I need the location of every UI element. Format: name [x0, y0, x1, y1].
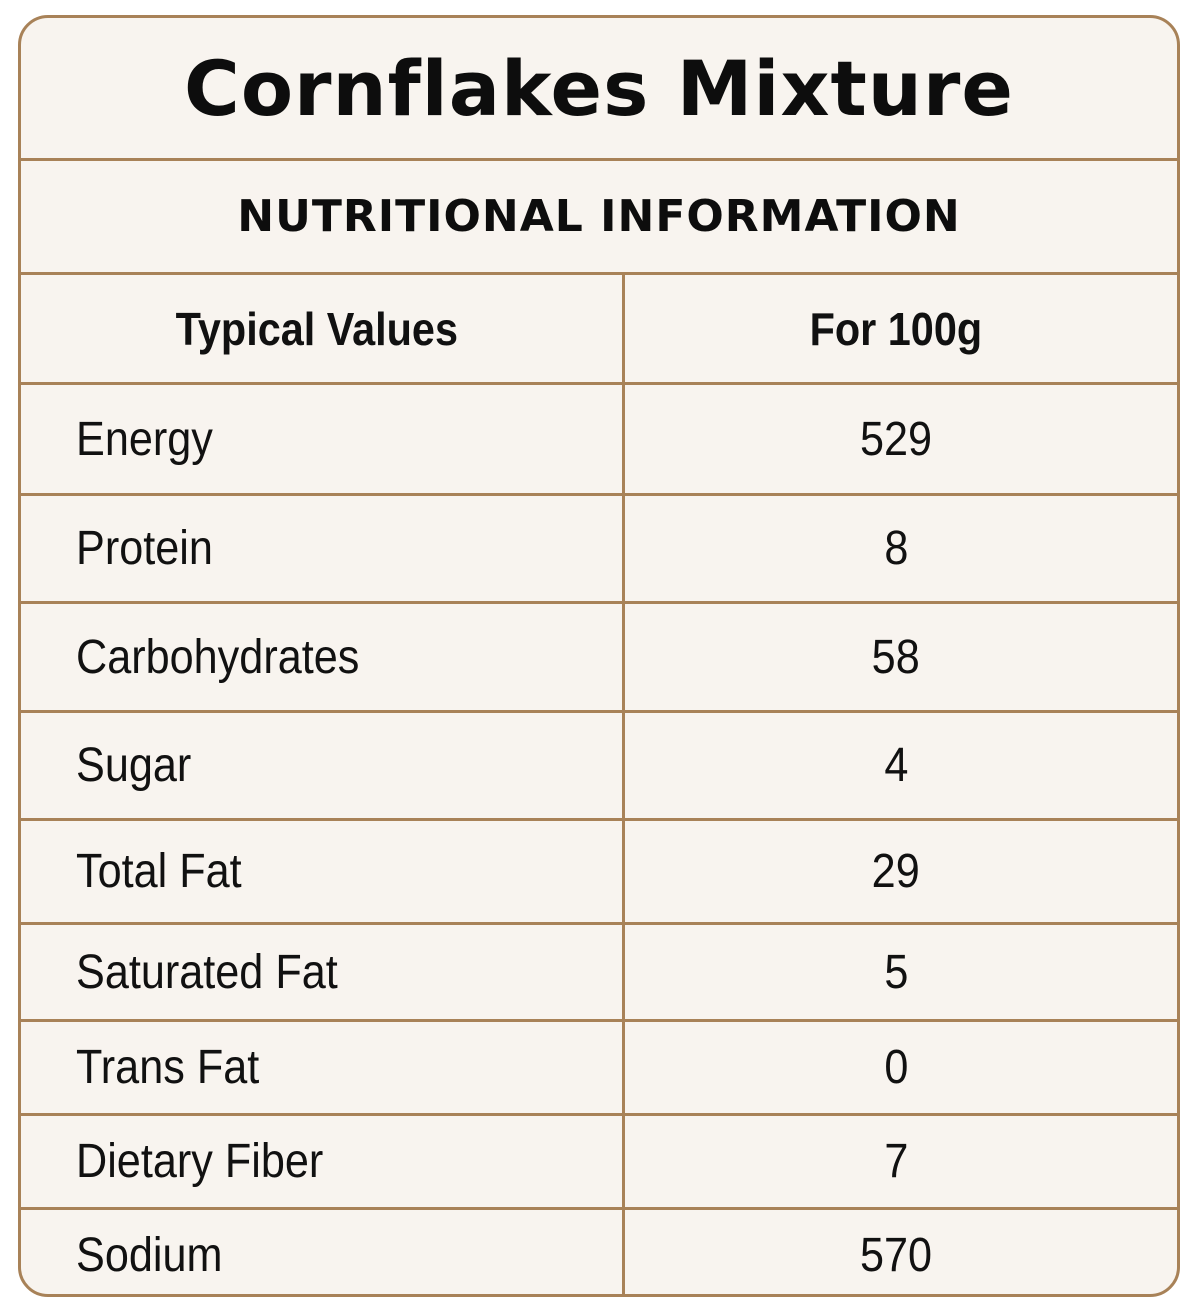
nutrient-value: 58 — [871, 630, 921, 684]
nutrient-label: Sugar — [21, 713, 625, 818]
table-row: Energy 529 — [21, 385, 1177, 496]
nutrient-value: 4 — [883, 739, 909, 792]
nutrient-label: Saturated Fat — [21, 925, 625, 1019]
table-row: Carbohydrates 58 — [21, 604, 1177, 713]
nutrient-value: 7 — [883, 1135, 909, 1188]
nutrient-label: Protein — [21, 496, 625, 601]
table-row: Saturated Fat 5 — [21, 925, 1177, 1022]
header-typical-values: Typical Values — [21, 275, 625, 382]
section-heading: NUTRITIONAL INFORMATION — [21, 161, 1177, 275]
table-row: Dietary Fiber 7 — [21, 1116, 1177, 1210]
nutrient-label: Trans Fat — [21, 1022, 625, 1113]
nutrient-value: 0 — [883, 1041, 909, 1094]
product-title: Cornflakes Mixture — [21, 18, 1177, 161]
table-row: Sugar 4 — [21, 713, 1177, 821]
nutrition-label-card: Cornflakes Mixture NUTRITIONAL INFORMATI… — [18, 15, 1180, 1297]
nutrient-label: Total Fat — [21, 821, 625, 922]
header-per-100g: For 100g — [809, 302, 983, 355]
nutrient-label: Energy — [21, 385, 625, 493]
nutrient-value: 529 — [859, 412, 933, 466]
table-row: Trans Fat 0 — [21, 1022, 1177, 1116]
nutrient-value: 29 — [871, 845, 921, 898]
nutrient-value: 570 — [859, 1228, 933, 1282]
table-header-row: Typical Values For 100g — [21, 275, 1177, 385]
nutrient-value: 5 — [883, 945, 909, 999]
nutrient-label: Dietary Fiber — [21, 1116, 625, 1207]
nutrient-label: Carbohydrates — [21, 604, 625, 710]
table-row: Protein 8 — [21, 496, 1177, 604]
table-row: Total Fat 29 — [21, 821, 1177, 925]
nutrient-value: 8 — [883, 522, 909, 575]
table-row: Sodium 570 — [21, 1210, 1177, 1294]
nutrient-label: Sodium — [21, 1210, 625, 1294]
